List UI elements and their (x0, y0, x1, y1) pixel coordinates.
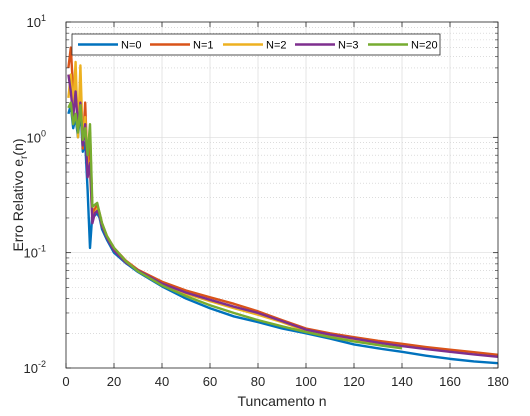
x-tick-label: 80 (251, 374, 265, 389)
x-tick-label: 120 (343, 374, 365, 389)
legend-label: N=1 (193, 40, 214, 52)
plot-frame (65, 21, 499, 369)
y-tick-label: 10-1 (24, 244, 46, 261)
x-tick-label: 100 (295, 374, 317, 389)
y-axis-label-main: Erro Relativo e (10, 159, 26, 252)
series-layer (67, 46, 499, 365)
plot-area (66, 22, 498, 368)
y-tick-label: 100 (27, 128, 46, 145)
x-tick-labels: 0 20 40 60 80 100 120 140 160 180 (62, 374, 508, 389)
axis-ticks (65, 21, 499, 369)
x-tick-label: 140 (391, 374, 413, 389)
x-tick-label: 40 (155, 374, 169, 389)
y-axis-label-tail: (n) (10, 138, 26, 155)
x-tick-label: 60 (203, 374, 217, 389)
legend: N=0 N=1 N=2 N=3 N=20 (71, 33, 441, 56)
x-tick-label: 20 (107, 374, 121, 389)
x-axis-label: Tuncamento n (238, 393, 327, 409)
series-line-n-20 (67, 101, 403, 350)
legend-label: N=0 (121, 40, 142, 52)
legend-label: N=20 (411, 40, 438, 52)
y-tick-label: 10-2 (24, 359, 46, 376)
y-tick-labels: 10-2 10-1 100 101 (24, 13, 46, 376)
legend-label: N=3 (338, 40, 359, 52)
y-axis-label: Erro Relativo er(n) (10, 138, 30, 251)
legend-label: N=2 (266, 40, 287, 52)
y-axis-label-subscript: r (19, 155, 30, 159)
x-tick-label: 0 (62, 374, 69, 389)
x-tick-label: 160 (439, 374, 461, 389)
x-tick-label: 180 (487, 374, 509, 389)
y-tick-label: 101 (27, 13, 46, 30)
